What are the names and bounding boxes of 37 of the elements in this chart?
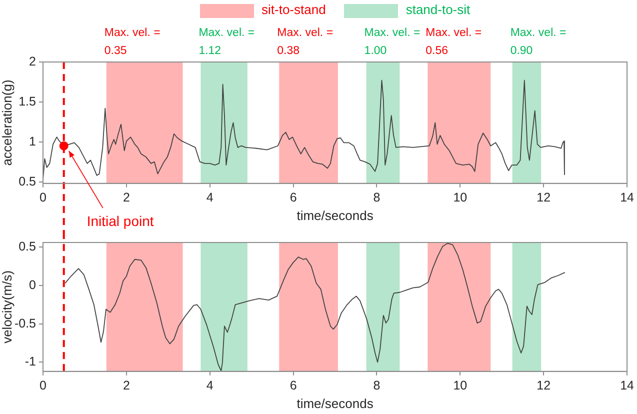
y-tick-label: 2 [29,54,36,68]
x-tick-label: 8 [373,378,380,392]
y-axis-title: velocity(m/s) [0,270,14,344]
text: Max. vel. = 0.35 [104,26,160,59]
text: Max. vel. = 0.38 [277,26,334,59]
text: Max. vel. = 0.56 [426,26,482,59]
y-tick-label: 0 [29,278,36,292]
x-tick-label: 10 [453,190,468,204]
y-tick-label: 0.5 [18,174,36,188]
x-axis-title: time/seconds [296,396,374,411]
x-tick-label: 0 [40,190,47,204]
x-tick-label: 6 [290,190,297,204]
x-tick-label: 8 [373,190,380,204]
y-axis-title: acceleration(g) [0,80,14,166]
text: Max. vel. = 1.00 [364,26,420,59]
x-tick-label: 12 [536,190,551,204]
x-tick-label: 2 [122,378,130,392]
x-axis-title: time/seconds [296,208,374,223]
y-tick-label: 1.5 [18,94,36,108]
y-tick-label: 0.5 [18,240,36,254]
x-tick-label: 2 [122,190,130,204]
x-tick-label: 12 [536,378,551,392]
x-tick-label: 6 [290,378,297,392]
text: Max. vel. = 0.90 [510,26,566,59]
x-tick-label: 4 [206,378,214,392]
x-tick-label: 4 [206,190,214,204]
y-tick-label: -0.5 [14,316,36,330]
legend-label: stand-to-sit [406,2,470,17]
x-tick-label: 14 [620,190,634,204]
text: Max. vel. = 1.12 [198,26,255,59]
x-tick-label: 14 [620,378,634,392]
x-tick-label: 10 [453,378,468,392]
annotation: Initial point [86,213,154,229]
legend-label: sit-to-stand [262,2,326,17]
x-tick-label: 0 [40,378,47,392]
y-tick-label: -1 [24,354,36,369]
y-tick-label: 1 [29,134,36,148]
